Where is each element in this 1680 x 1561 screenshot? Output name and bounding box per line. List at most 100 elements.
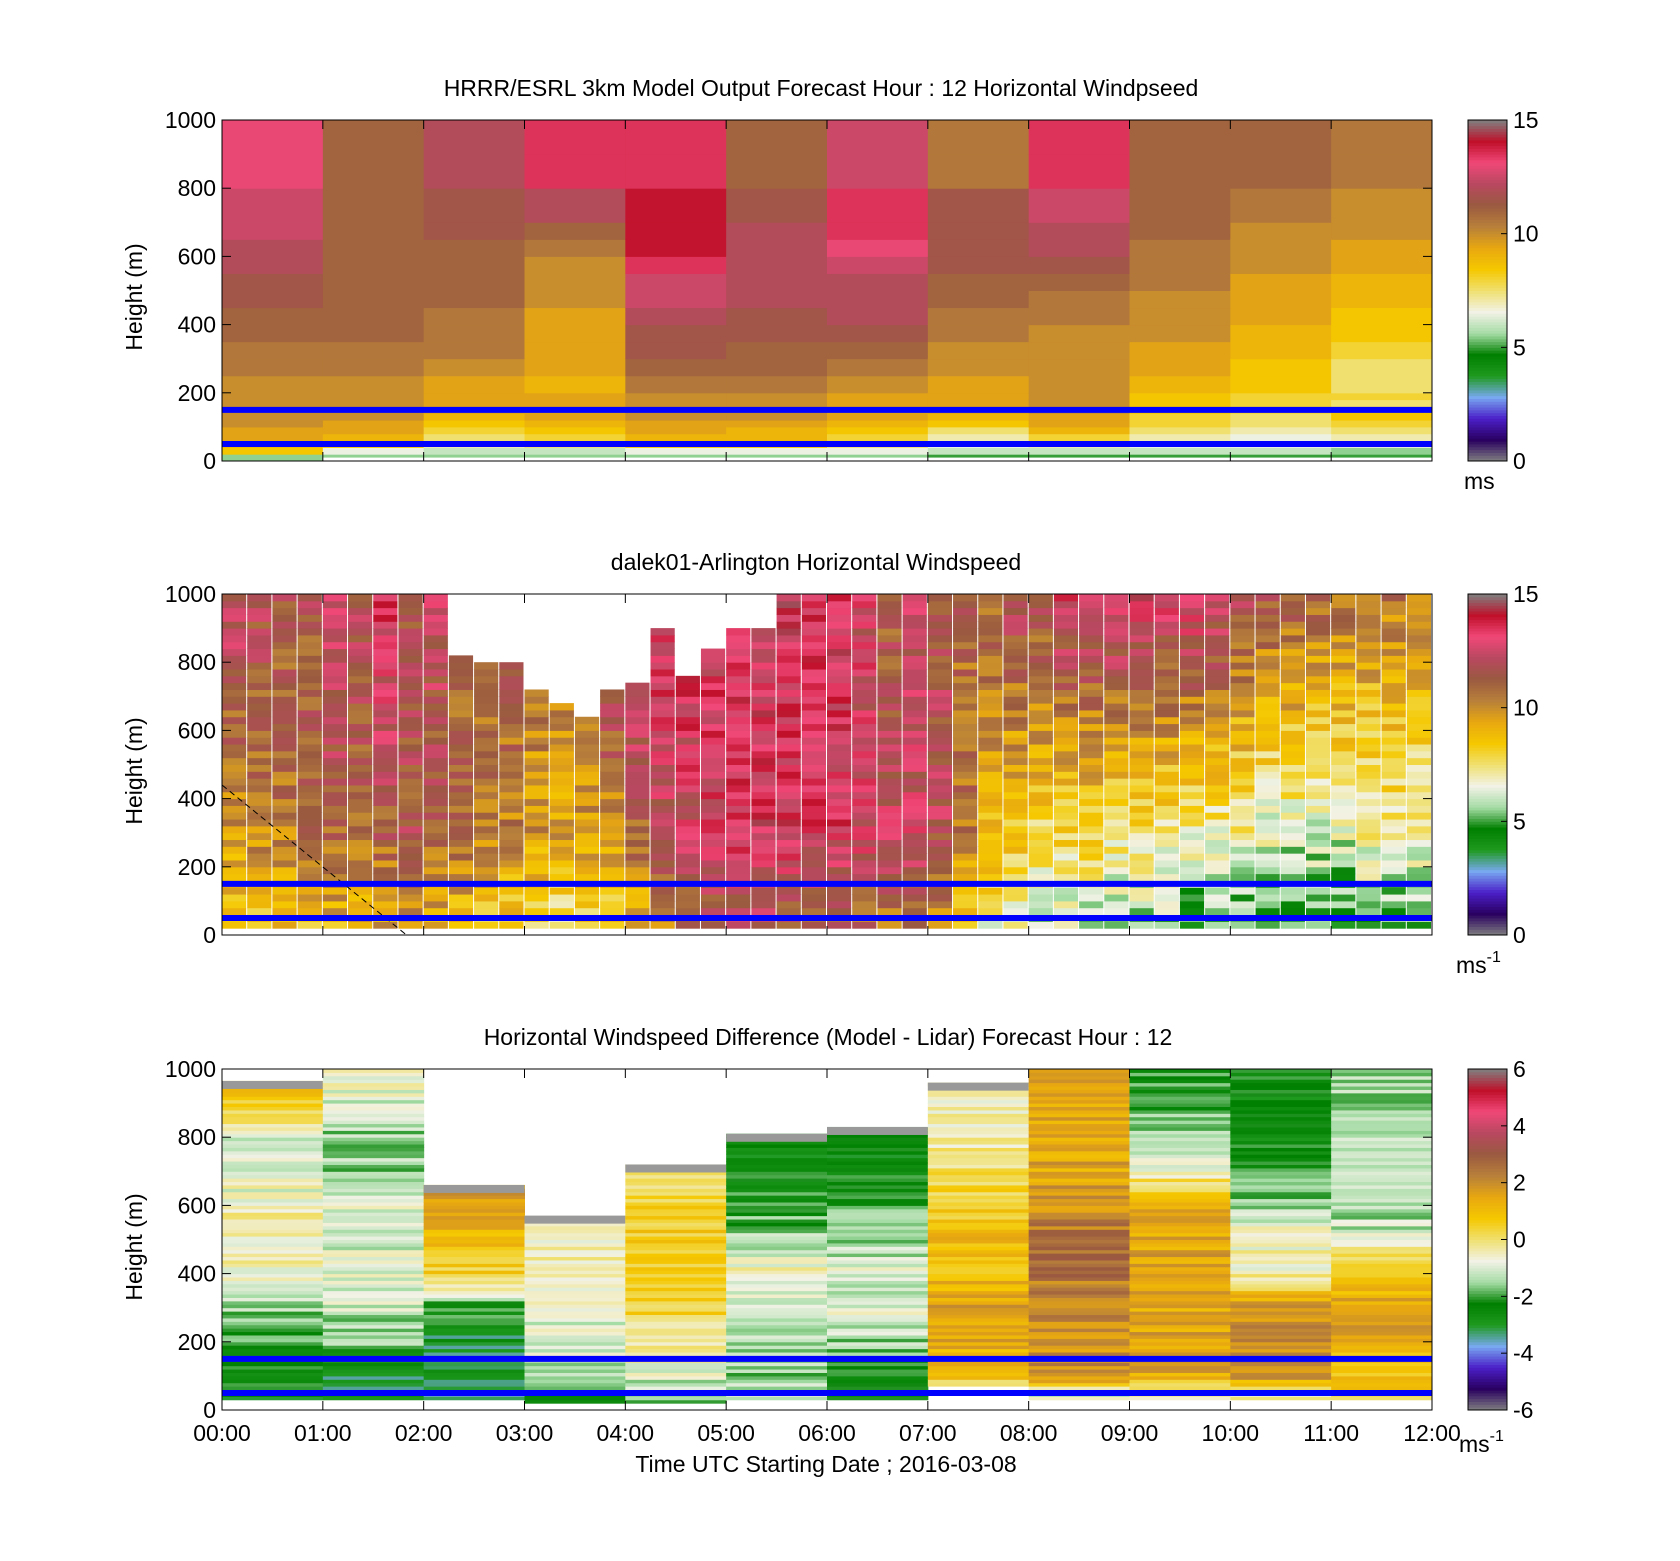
heatmap-cell xyxy=(222,1283,324,1288)
heatmap-cell xyxy=(726,853,751,861)
heatmap-cell xyxy=(902,634,927,643)
heatmap-cell xyxy=(927,1297,1030,1302)
heatmap-cell xyxy=(1154,921,1179,929)
heatmap-cell xyxy=(1230,1304,1332,1309)
heatmap-cell xyxy=(1079,873,1104,881)
colorbar-swatch xyxy=(1468,1327,1507,1331)
heatmap-cell xyxy=(852,689,877,697)
heatmap-cell xyxy=(1406,594,1431,602)
heatmap-cell xyxy=(222,859,247,868)
heatmap-cell xyxy=(574,716,600,725)
heatmap-cell xyxy=(1230,1314,1332,1319)
heatmap-cell xyxy=(726,662,751,670)
heatmap-cell xyxy=(1129,730,1154,738)
heatmap-cell xyxy=(423,771,448,779)
heatmap-cell xyxy=(423,894,448,902)
heatmap-cell xyxy=(726,696,751,704)
heatmap-cell xyxy=(776,791,801,800)
heatmap-cell xyxy=(751,819,776,827)
heatmap-cell xyxy=(1305,846,1331,854)
colorbar-swatch xyxy=(1468,276,1507,280)
heatmap-cell xyxy=(1129,1079,1231,1084)
heatmap-cell xyxy=(222,1382,324,1387)
heatmap-cell xyxy=(222,1154,324,1159)
heatmap-cell xyxy=(1331,1287,1433,1292)
heatmap-cell xyxy=(978,689,1003,697)
heatmap-cell xyxy=(600,859,625,868)
colorbar-swatch xyxy=(1468,1128,1507,1133)
heatmap-cell xyxy=(1053,730,1079,738)
heatmap-cell xyxy=(953,839,978,847)
heatmap-cell xyxy=(776,607,801,615)
heatmap-cell xyxy=(423,1246,525,1251)
heatmap-cell xyxy=(1179,600,1205,609)
heatmap-cell xyxy=(726,900,751,909)
colorbar-swatch xyxy=(1468,210,1507,215)
heatmap-cell xyxy=(877,900,902,909)
colorbar-swatch xyxy=(1468,639,1507,643)
heatmap-cell xyxy=(524,413,626,421)
heatmap-cell xyxy=(625,1365,727,1370)
heatmap-cell xyxy=(1028,1092,1130,1097)
heatmap-cell xyxy=(272,628,297,636)
heatmap-cell xyxy=(448,764,474,772)
heatmap-cell xyxy=(1230,1191,1332,1196)
heatmap-cell xyxy=(1331,1188,1433,1193)
x-tick-label: 00:00 xyxy=(193,1420,251,1446)
heatmap-cell xyxy=(222,1311,324,1316)
heatmap-cell xyxy=(953,778,978,786)
heatmap-cell xyxy=(222,1236,324,1240)
heatmap-cell xyxy=(726,1174,828,1179)
heatmap-cell xyxy=(423,1321,525,1326)
heatmap-cell xyxy=(827,413,929,421)
heatmap-cell xyxy=(348,723,373,731)
heatmap-cell xyxy=(574,900,600,909)
heatmap-cell xyxy=(1028,1246,1130,1251)
heatmap-cell xyxy=(222,1130,324,1135)
heatmap-cell xyxy=(827,900,852,909)
colorbar-swatch xyxy=(1468,353,1507,357)
heatmap-cell xyxy=(1028,1133,1130,1138)
heatmap-cell xyxy=(1154,600,1179,609)
heatmap-cell xyxy=(625,750,650,759)
heatmap-cell xyxy=(1331,859,1356,868)
heatmap-cell xyxy=(222,750,247,759)
heatmap-cell xyxy=(247,887,272,895)
heatmap-cell xyxy=(1129,1297,1231,1302)
heatmap-cell xyxy=(1129,1137,1231,1142)
heatmap-cell xyxy=(1028,1157,1130,1162)
colorbar-swatch xyxy=(1468,827,1507,831)
heatmap-cell xyxy=(902,805,927,813)
colorbar-swatch xyxy=(1468,333,1507,337)
heatmap-cell xyxy=(751,846,776,854)
heatmap-cell xyxy=(423,1314,525,1319)
heatmap-cell xyxy=(1230,1215,1332,1220)
colorbar-swatch xyxy=(1468,1077,1507,1081)
heatmap-cell xyxy=(978,703,1003,711)
heatmap-cell xyxy=(222,188,324,223)
heatmap-cell xyxy=(322,887,348,895)
heatmap-cell xyxy=(625,1208,727,1213)
heatmap-cell xyxy=(877,798,902,806)
heatmap-cell xyxy=(1356,894,1381,902)
heatmap-cell xyxy=(877,744,902,752)
heatmap-cell xyxy=(348,900,373,909)
heatmap-cell xyxy=(1230,1386,1332,1391)
heatmap-cell xyxy=(1331,853,1356,861)
heatmap-cell xyxy=(827,1311,929,1316)
heatmap-cell xyxy=(1028,1215,1130,1220)
heatmap-cell xyxy=(700,900,726,909)
heatmap-cell xyxy=(675,689,700,697)
heatmap-cell xyxy=(1028,1314,1130,1319)
heatmap-cell xyxy=(222,1338,324,1343)
colorbar-swatch xyxy=(1468,1111,1507,1115)
heatmap-cell xyxy=(272,744,297,752)
heatmap-cell xyxy=(700,778,726,786)
heatmap-cell xyxy=(247,628,272,636)
heatmap-cell xyxy=(927,1232,1030,1237)
heatmap-cell xyxy=(524,1253,626,1258)
colorbar-swatch xyxy=(1468,1299,1507,1303)
heatmap-cell xyxy=(1280,866,1305,875)
heatmap-cell xyxy=(524,1386,626,1391)
heatmap-cell xyxy=(927,1253,1030,1258)
